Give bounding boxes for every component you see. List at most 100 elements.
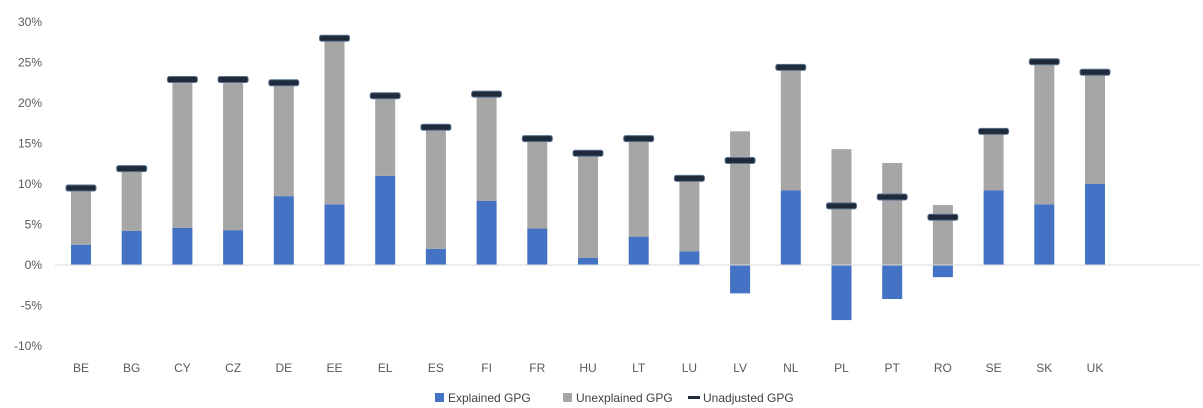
explained-gpg-bar — [324, 204, 345, 265]
unadjusted-gpg-marker — [572, 149, 604, 157]
explained-gpg-bar — [1085, 184, 1105, 265]
unadjusted-gpg-marker — [217, 76, 249, 84]
unexplained-gpg-bar — [273, 82, 294, 197]
unadjusted-gpg-marker — [319, 34, 350, 42]
unadjusted-gpg-marker — [826, 202, 857, 210]
unexplained-gpg-bar — [375, 96, 396, 176]
unexplained-gpg-bar — [476, 94, 497, 202]
unexplained-gpg-bar — [223, 79, 244, 231]
unadjusted-gpg-marker — [166, 76, 198, 84]
category-label: LU — [682, 361, 697, 375]
y-tick-label: 30% — [18, 15, 42, 29]
category-label: RO — [934, 361, 952, 375]
legend-label: Explained GPG — [448, 391, 531, 405]
unexplained-gpg-bar — [780, 67, 801, 191]
y-tick-label: 20% — [18, 96, 42, 110]
y-tick-label: 0% — [25, 258, 43, 272]
legend-swatch — [435, 393, 444, 402]
category-label: CY — [174, 361, 191, 375]
category-label: DE — [275, 361, 292, 375]
category-label: LT — [632, 361, 646, 375]
unadjusted-gpg-marker — [775, 63, 807, 71]
y-tick-label: 5% — [25, 218, 43, 232]
unexplained-gpg-bar — [121, 168, 142, 231]
explained-gpg-bar — [578, 257, 598, 265]
category-label: EL — [378, 361, 393, 375]
unexplained-gpg-bar — [527, 137, 548, 229]
category-label: EE — [326, 361, 342, 375]
category-label: HU — [579, 361, 596, 375]
markers-group — [65, 34, 1111, 221]
unadjusted-gpg-marker — [369, 92, 401, 100]
unexplained-gpg-bar — [1034, 60, 1055, 205]
unexplained-gpg-bar — [730, 131, 751, 265]
explained-gpg-bar — [679, 251, 700, 265]
unadjusted-gpg-marker — [876, 193, 908, 201]
explained-gpg-bar — [121, 230, 142, 265]
legend: Explained GPG Unexplained GPG Unadjusted G… — [435, 391, 794, 405]
unexplained-gpg-bar — [578, 153, 598, 258]
legend-swatch — [688, 396, 700, 399]
unexplained-gpg-bar — [425, 127, 446, 249]
explained-gpg-bar — [223, 230, 244, 265]
explained-gpg-bar — [780, 190, 801, 265]
unadjusted-gpg-marker — [623, 135, 655, 143]
explained-gpg-bar — [476, 201, 497, 265]
legend-label: Unadjusted GPG — [703, 391, 794, 405]
category-label: FR — [529, 361, 545, 375]
y-tick-label: 15% — [18, 137, 42, 151]
unadjusted-gpg-marker — [471, 90, 503, 98]
unadjusted-gpg-marker — [116, 165, 148, 173]
category-label: CZ — [225, 361, 241, 375]
unexplained-gpg-bar — [679, 177, 700, 252]
y-tick-label: 10% — [18, 177, 42, 191]
category-label: PL — [834, 361, 849, 375]
explained-gpg-bar — [527, 228, 548, 265]
legend-swatch — [563, 393, 572, 402]
unexplained-gpg-bar — [882, 162, 903, 265]
unexplained-gpg-bar — [983, 131, 1004, 191]
y-axis-tick-labels: -10% -5% 0% 5% 10% 15% 20% 25% 30% — [14, 15, 42, 353]
unadjusted-gpg-marker — [1028, 58, 1060, 66]
y-tick-label: -5% — [21, 299, 43, 313]
category-label: SE — [986, 361, 1002, 375]
category-label: LV — [733, 361, 747, 375]
category-label: ES — [428, 361, 444, 375]
unadjusted-gpg-marker — [65, 184, 97, 192]
unexplained-gpg-bar — [71, 188, 91, 245]
unadjusted-gpg-marker — [268, 79, 300, 87]
unadjusted-gpg-marker — [521, 135, 553, 143]
category-label: BE — [73, 361, 89, 375]
category-label: PT — [885, 361, 901, 375]
category-label: UK — [1087, 361, 1104, 375]
explained-gpg-bar — [882, 265, 903, 300]
x-axis-tick-labels: BE BG CY CZ DE EE EL ES FI FR HU LT LU LV NL PL PT RO SE SK… — [73, 361, 1103, 375]
unadjusted-gpg-marker — [978, 127, 1010, 135]
y-tick-label: 25% — [18, 56, 42, 70]
explained-gpg-bar — [172, 227, 193, 265]
explained-gpg-bar — [71, 244, 91, 265]
category-label: BG — [123, 361, 140, 375]
unexplained-gpg-bar — [1085, 72, 1105, 184]
explained-gpg-bar — [831, 265, 852, 321]
category-label: FI — [481, 361, 492, 375]
unexplained-gpg-bar — [172, 79, 193, 228]
y-tick-label: -10% — [14, 339, 42, 353]
unadjusted-gpg-marker — [927, 213, 959, 221]
explained-gpg-bar — [730, 265, 751, 294]
explained-gpg-bar — [628, 236, 649, 265]
unadjusted-gpg-marker — [420, 123, 452, 131]
unadjusted-gpg-marker — [673, 174, 705, 182]
explained-gpg-bar — [425, 248, 446, 265]
explained-gpg-bar — [1034, 204, 1055, 265]
explained-gpg-bar — [375, 175, 396, 265]
explained-gpg-bar — [273, 196, 294, 265]
unexplained-gpg-bar — [628, 137, 649, 237]
unadjusted-gpg-marker — [1079, 68, 1111, 76]
explained-gpg-bar — [983, 190, 1004, 265]
unexplained-gpg-bar — [324, 38, 345, 205]
legend-label: Unexplained GPG — [576, 391, 673, 405]
category-label: SK — [1036, 361, 1052, 375]
